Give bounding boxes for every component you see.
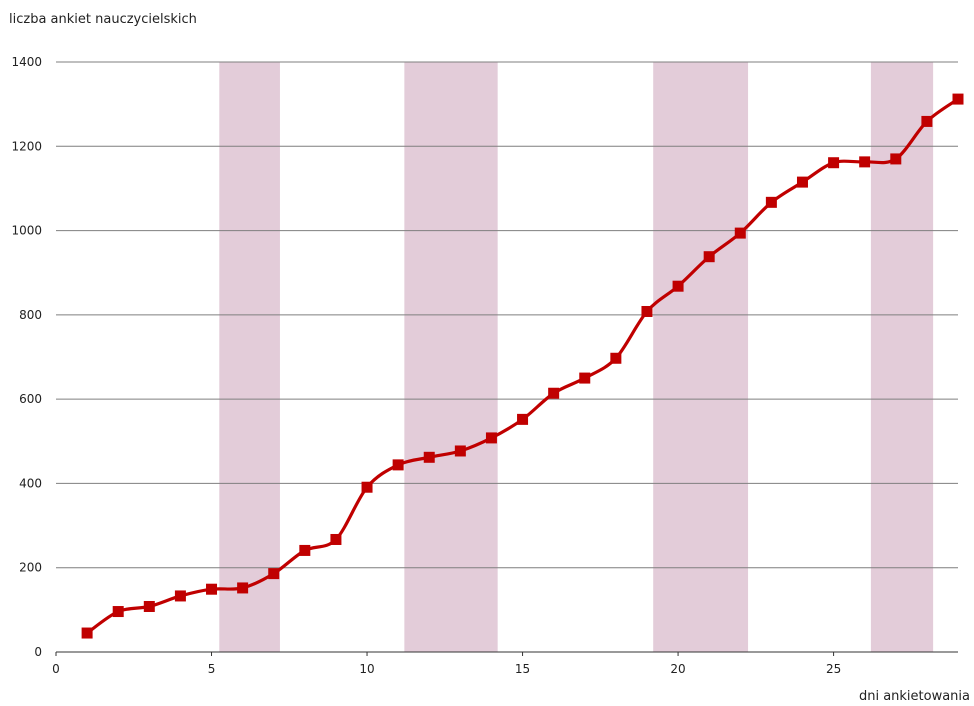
x-axis-label: dni ankietowania	[858, 689, 970, 704]
data-point-13	[454, 445, 466, 457]
shaded-band-2	[404, 62, 498, 652]
data-point-25	[828, 157, 840, 169]
y-tick-label-1000: 1000	[11, 224, 42, 238]
x-tick-label-25: 25	[826, 662, 841, 676]
y-tick-label-1200: 1200	[11, 139, 42, 153]
data-point-21	[703, 251, 715, 263]
x-tick-label-20: 20	[670, 662, 685, 676]
data-point-12	[423, 451, 435, 463]
shaded-band-4	[870, 62, 934, 652]
shaded-band-3	[653, 62, 749, 652]
data-point-11	[392, 459, 404, 471]
y-tick-label-200: 200	[19, 561, 42, 575]
data-point-16	[548, 387, 560, 399]
data-point-22	[734, 227, 746, 239]
data-point-2	[112, 606, 124, 618]
data-point-26	[859, 156, 871, 168]
data-point-18	[610, 352, 622, 364]
y-tick-label-400: 400	[19, 476, 42, 490]
data-point-23	[765, 196, 777, 208]
data-point-15	[517, 413, 529, 425]
data-point-9	[330, 533, 342, 545]
x-tick-label-0: 0	[52, 662, 60, 676]
data-point-6	[237, 582, 249, 594]
data-point-27	[890, 153, 902, 165]
series-line-1	[86, 97, 959, 635]
x-tick-label-5: 5	[208, 662, 216, 676]
data-point-4	[174, 590, 186, 602]
data-point-8	[299, 544, 311, 556]
data-point-29	[952, 93, 964, 105]
data-point-7	[268, 568, 280, 580]
data-point-24	[796, 176, 808, 188]
y-tick-label-600: 600	[19, 392, 42, 406]
y-tick-label-800: 800	[19, 308, 42, 322]
x-tick-label-10: 10	[359, 662, 374, 676]
data-point-14	[485, 432, 497, 444]
y-axis-label: liczba ankiet nauczycielskich	[9, 12, 197, 27]
data-point-10	[361, 481, 373, 493]
data-point-28	[921, 115, 933, 127]
data-point-3	[143, 600, 155, 612]
y-tick-label-1400: 1400	[11, 55, 42, 69]
x-tick-label-15: 15	[515, 662, 530, 676]
shaded-band-1	[219, 62, 280, 652]
data-point-1	[81, 627, 93, 639]
data-point-20	[672, 280, 684, 292]
data-point-5	[206, 583, 218, 595]
data-point-17	[579, 372, 591, 384]
y-tick-label-0: 0	[34, 645, 42, 659]
data-point-19	[641, 305, 653, 317]
